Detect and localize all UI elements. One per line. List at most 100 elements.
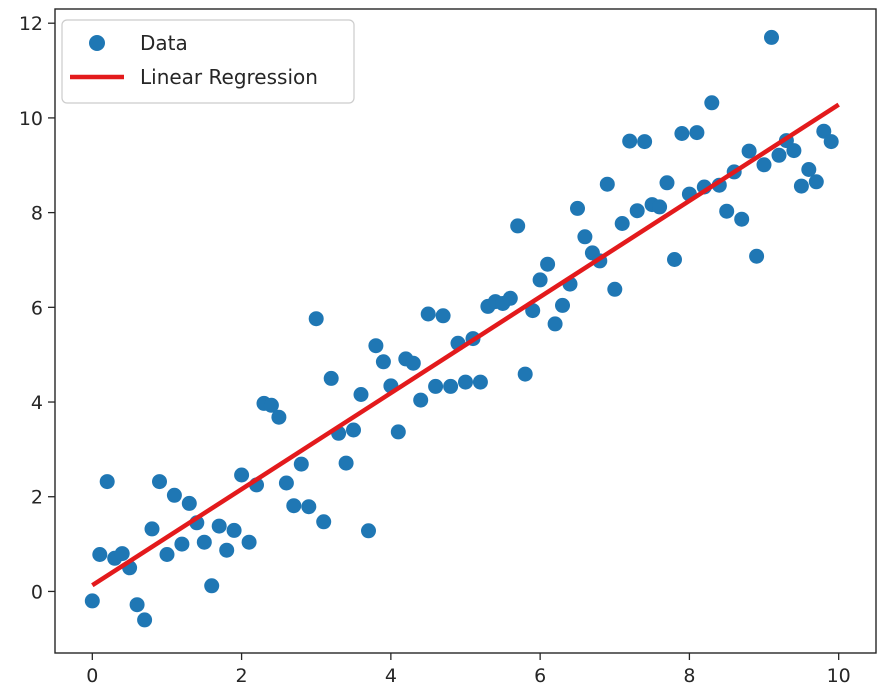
y-tick-label: 6	[31, 297, 43, 319]
x-tick-label: 10	[827, 665, 851, 687]
x-tick-label: 4	[385, 665, 397, 687]
data-point	[808, 174, 824, 190]
data-point	[525, 303, 541, 319]
data-point	[577, 229, 593, 245]
data-point	[428, 378, 444, 394]
legend: Data Linear Regression	[61, 19, 355, 104]
legend-label-regression: Linear Regression	[140, 65, 318, 89]
data-point	[159, 547, 175, 562]
data-point	[338, 455, 354, 471]
data-point	[599, 176, 615, 192]
data-point	[443, 378, 459, 394]
data-point	[435, 308, 451, 324]
data-point	[719, 203, 735, 219]
data-point	[174, 536, 190, 552]
regression-line	[91, 102, 840, 588]
data-point	[689, 125, 705, 141]
data-point	[316, 514, 332, 530]
data-point	[92, 547, 108, 562]
data-point	[547, 316, 563, 332]
data-point	[816, 123, 832, 139]
data-point	[741, 143, 757, 159]
data-point	[196, 534, 212, 550]
data-point	[226, 522, 242, 538]
y-tick-label: 12	[19, 13, 43, 35]
data-point	[637, 134, 653, 150]
data-point	[211, 518, 227, 534]
data-point	[293, 456, 309, 472]
data-point	[99, 474, 115, 490]
data-point	[144, 521, 160, 537]
data-point	[346, 422, 361, 438]
axes-frame	[54, 8, 877, 654]
data-point	[570, 200, 585, 216]
data-point	[323, 370, 339, 386]
data-point	[308, 311, 324, 327]
data-point	[204, 578, 220, 594]
data-point	[458, 374, 473, 390]
data-point	[502, 290, 518, 306]
data-point	[181, 495, 197, 511]
data-point	[353, 387, 369, 402]
data-point	[823, 134, 839, 150]
data-point	[234, 467, 250, 483]
data-point	[667, 252, 682, 267]
data-point	[764, 29, 779, 45]
data-point	[749, 248, 765, 264]
legend-box	[61, 19, 355, 104]
x-tick-label: 8	[683, 665, 695, 687]
data-point	[517, 366, 533, 382]
data-point	[420, 306, 436, 322]
data-point	[368, 338, 384, 354]
data-point	[555, 297, 570, 313]
y-tick-label: 4	[31, 392, 43, 414]
data-point	[614, 216, 630, 231]
data-point	[629, 203, 645, 219]
data-point	[129, 597, 145, 613]
plot-area	[55, 9, 876, 653]
data-point	[114, 546, 130, 562]
data-point	[472, 374, 488, 390]
data-point	[390, 424, 406, 440]
x-tick-label: 0	[86, 665, 98, 687]
y-tick-label: 8	[31, 203, 43, 225]
data-point	[361, 523, 376, 539]
data-point	[241, 534, 257, 550]
data-point	[137, 612, 153, 628]
data-point	[263, 397, 279, 413]
legend-label-data: Data	[140, 31, 188, 55]
data-point	[607, 281, 623, 297]
data-point	[510, 218, 526, 234]
x-axis-ticks: 0 2 4 6 8 10	[86, 653, 851, 687]
data-point	[84, 593, 100, 609]
data-point	[271, 409, 287, 425]
data-point	[286, 498, 302, 514]
data-point	[540, 256, 556, 272]
data-point	[219, 542, 235, 558]
data-point	[756, 157, 772, 173]
y-tick-label: 2	[31, 487, 43, 509]
data-point	[801, 162, 817, 177]
x-tick-label: 6	[534, 665, 546, 687]
data-point	[771, 147, 787, 163]
data-point	[793, 178, 809, 194]
data-point	[734, 211, 750, 227]
y-tick-label: 10	[19, 108, 43, 130]
data-point	[622, 133, 638, 149]
plot-background	[55, 9, 876, 653]
data-point	[166, 487, 182, 503]
data-point	[405, 355, 421, 371]
data-point	[278, 475, 294, 491]
data-point	[704, 95, 720, 111]
y-tick-label: 0	[31, 581, 43, 603]
data-point	[413, 392, 429, 408]
x-tick-label: 2	[236, 665, 248, 687]
data-point	[674, 126, 690, 141]
data-point	[375, 354, 391, 370]
data-point	[301, 499, 317, 515]
y-axis-ticks: 0 2 4 6 8 10 12	[19, 13, 55, 603]
data-point	[152, 474, 167, 490]
data-point	[786, 143, 802, 159]
legend-data-marker	[89, 35, 105, 51]
